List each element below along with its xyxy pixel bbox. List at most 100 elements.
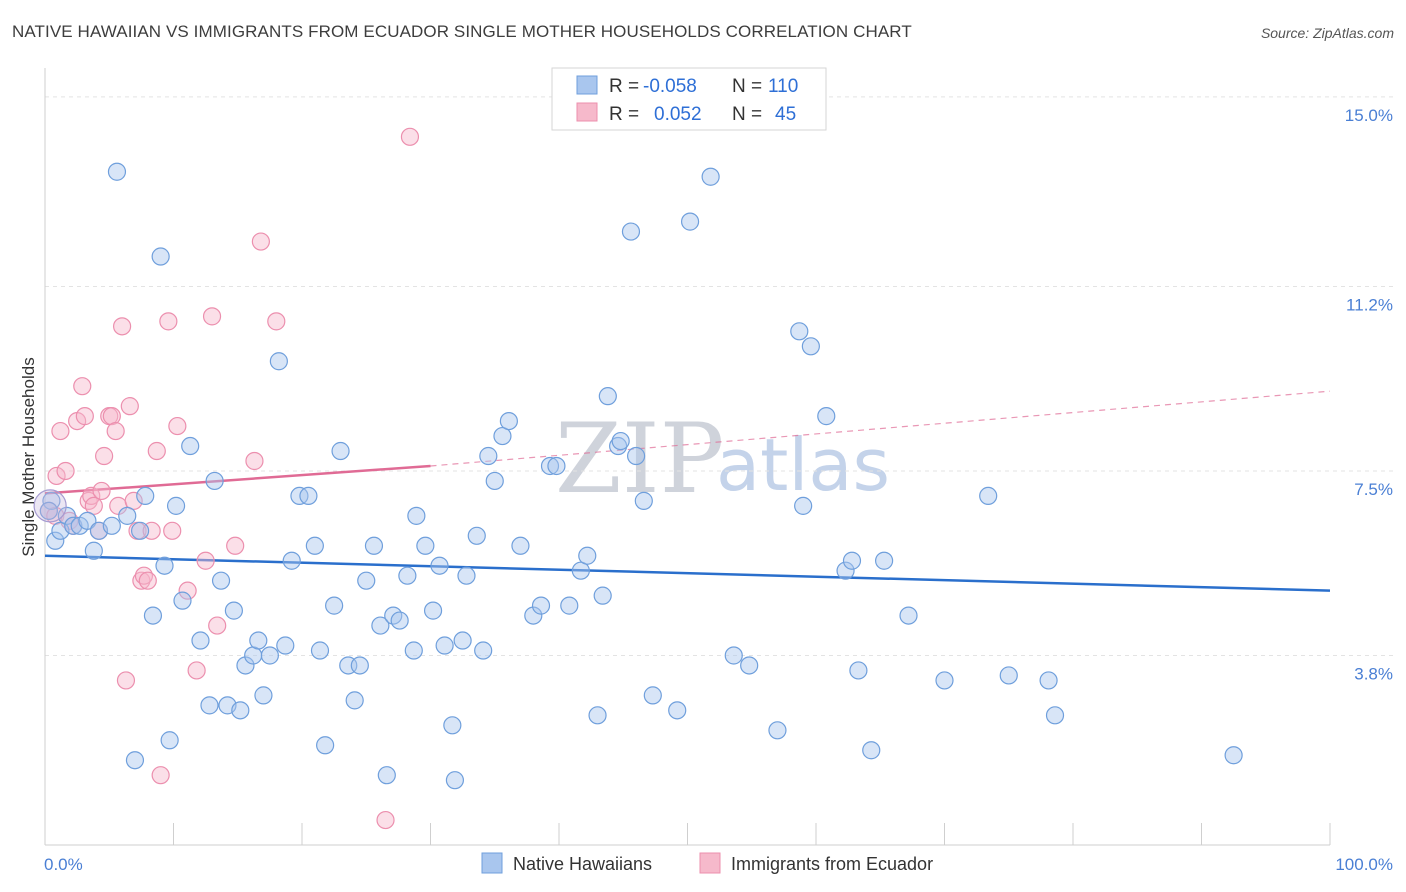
point-immigrants-ecuador-23 xyxy=(124,491,143,510)
point-immigrants-ecuador-4 xyxy=(56,461,75,481)
point-native-hawaiians-31 xyxy=(249,631,268,650)
point-immigrants-ecuador-22 xyxy=(120,397,139,416)
point-immigrants-ecuador-8 xyxy=(73,377,92,396)
point-immigrants-ecuador-15 xyxy=(95,446,114,466)
point-native-hawaiians-91 xyxy=(740,656,759,675)
point-immigrants-ecuador-18 xyxy=(106,421,125,441)
point-native-hawaiians-74 xyxy=(547,456,566,476)
point-native-hawaiians-11 xyxy=(118,506,137,525)
point-native-hawaiians-84 xyxy=(626,446,646,466)
point-native-hawaiians-85 xyxy=(634,491,653,510)
point-native-hawaiians-42 xyxy=(325,596,344,615)
legend-n-value-2: 45 xyxy=(775,104,796,125)
point-native-hawaiians-56 xyxy=(416,536,435,555)
point-native-hawaiians-52 xyxy=(390,611,409,630)
trend-line-ext-1 xyxy=(430,390,1331,467)
point-immigrants-ecuador-43 xyxy=(376,810,395,830)
point-native-hawaiians-70 xyxy=(511,536,530,555)
point-native-hawaiians-20 xyxy=(173,591,192,610)
point-native-hawaiians-86 xyxy=(643,686,662,705)
point-immigrants-ecuador-2 xyxy=(47,466,66,486)
point-native-hawaiians-58 xyxy=(430,556,449,575)
point-native-hawaiians-107 xyxy=(1045,706,1065,725)
point-native-hawaiians-13 xyxy=(130,521,150,540)
point-native-hawaiians-103 xyxy=(935,671,954,690)
y-tick-label-2: 11.2% xyxy=(1346,295,1393,314)
x-tick-label-1: 100.0% xyxy=(1335,855,1393,874)
point-native-hawaiians-1 xyxy=(46,531,65,550)
point-native-hawaiians-93 xyxy=(790,322,809,341)
point-native-hawaiians-105 xyxy=(999,666,1018,685)
point-native-hawaiians-96 xyxy=(817,407,836,426)
gridlines xyxy=(45,96,1393,656)
point-native-hawaiians-3 xyxy=(57,506,76,525)
point-immigrants-ecuador-36 xyxy=(196,551,215,570)
point-native-hawaiians-77 xyxy=(578,546,597,565)
point-immigrants-ecuador-12 xyxy=(84,496,103,515)
y-tick-label-1: 7.5% xyxy=(1354,480,1393,499)
point-immigrants-ecuador-34 xyxy=(178,581,197,600)
point-native-hawaiians-41 xyxy=(316,736,335,755)
point-native-hawaiians-32 xyxy=(254,686,273,705)
point-native-hawaiians-63 xyxy=(457,566,476,585)
point-native-hawaiians-4 xyxy=(64,516,83,535)
source-credit: Source: ZipAtlas.com xyxy=(1260,25,1394,41)
axes xyxy=(44,68,1331,846)
point-native-hawaiians-12 xyxy=(125,751,145,770)
point-native-hawaiians-98 xyxy=(842,551,862,570)
y-tick-label-3: 15.0% xyxy=(1345,106,1393,125)
point-immigrants-ecuador-21 xyxy=(116,671,136,690)
legend-r-label-1: R = xyxy=(609,76,639,97)
point-immigrants-ecuador-41 xyxy=(251,232,270,251)
watermark-zip: ZIP xyxy=(555,403,724,515)
point-immigrants-ecuador-39 xyxy=(226,536,245,555)
point-immigrants-ecuador-33 xyxy=(168,416,187,436)
point-native-hawaiians-33 xyxy=(260,646,279,665)
point-native-hawaiians-36 xyxy=(282,551,301,570)
point-native-hawaiians-23 xyxy=(200,696,219,715)
point-native-hawaiians-78 xyxy=(588,706,607,725)
legend-box xyxy=(551,67,827,131)
point-immigrants-ecuador-17 xyxy=(102,407,121,426)
point-native-hawaiians-35 xyxy=(276,636,295,655)
point-native-hawaiians-62 xyxy=(453,631,472,650)
point-native-hawaiians-34 xyxy=(269,352,288,371)
point-native-hawaiians-17 xyxy=(155,556,174,575)
point-native-hawaiians-7 xyxy=(84,541,103,560)
y-tick-label-0: 3.8% xyxy=(1354,664,1393,683)
point-native-hawaiians-71 xyxy=(524,606,543,625)
point-native-hawaiians-57 xyxy=(423,601,443,620)
point-native-hawaiians-76 xyxy=(571,561,590,580)
point-immigrants-ecuador-40 xyxy=(245,451,264,471)
point-native-hawaiians-60 xyxy=(443,716,462,735)
point-native-hawaiians-68 xyxy=(493,426,512,446)
trend-line-0 xyxy=(44,554,1331,592)
point-native-hawaiians-6 xyxy=(78,511,97,530)
point-native-hawaiians-79 xyxy=(593,586,612,605)
point-native-hawaiians-15 xyxy=(143,606,163,625)
point-native-hawaiians-88 xyxy=(680,212,700,231)
point-native-hawaiians-83 xyxy=(621,222,641,241)
point-native-hawaiians-14 xyxy=(136,486,155,506)
point-native-hawaiians-87 xyxy=(668,701,687,720)
point-native-hawaiians-49 xyxy=(371,616,390,635)
point-native-hawaiians-21 xyxy=(181,436,200,456)
legend-n-value-1: 110 xyxy=(768,76,798,97)
x-tick-labels: 0.0% 100.0% xyxy=(44,855,1393,874)
point-native-hawaiians-108 xyxy=(1224,746,1243,765)
point-native-hawaiians-75 xyxy=(560,596,579,615)
point-native-hawaiians-73 xyxy=(540,456,560,476)
point-native-hawaiians-94 xyxy=(794,496,813,515)
point-native-hawaiians-53 xyxy=(398,566,417,585)
point-immigrants-ecuador-30 xyxy=(151,766,170,785)
point-native-hawaiians-67 xyxy=(485,471,504,491)
point-native-hawaiians-80 xyxy=(598,387,617,406)
point-native-hawaiians-9 xyxy=(102,516,121,535)
point-immigrants-ecuador-14 xyxy=(92,481,111,501)
series-legend: Native Hawaiians Immigrants from Ecuador xyxy=(481,852,933,874)
point-native-hawaiians-16 xyxy=(151,247,170,266)
point-native-hawaiians-55 xyxy=(407,506,426,525)
point-native-hawaiians-92 xyxy=(768,721,787,740)
point-native-hawaiians-27 xyxy=(224,601,243,620)
